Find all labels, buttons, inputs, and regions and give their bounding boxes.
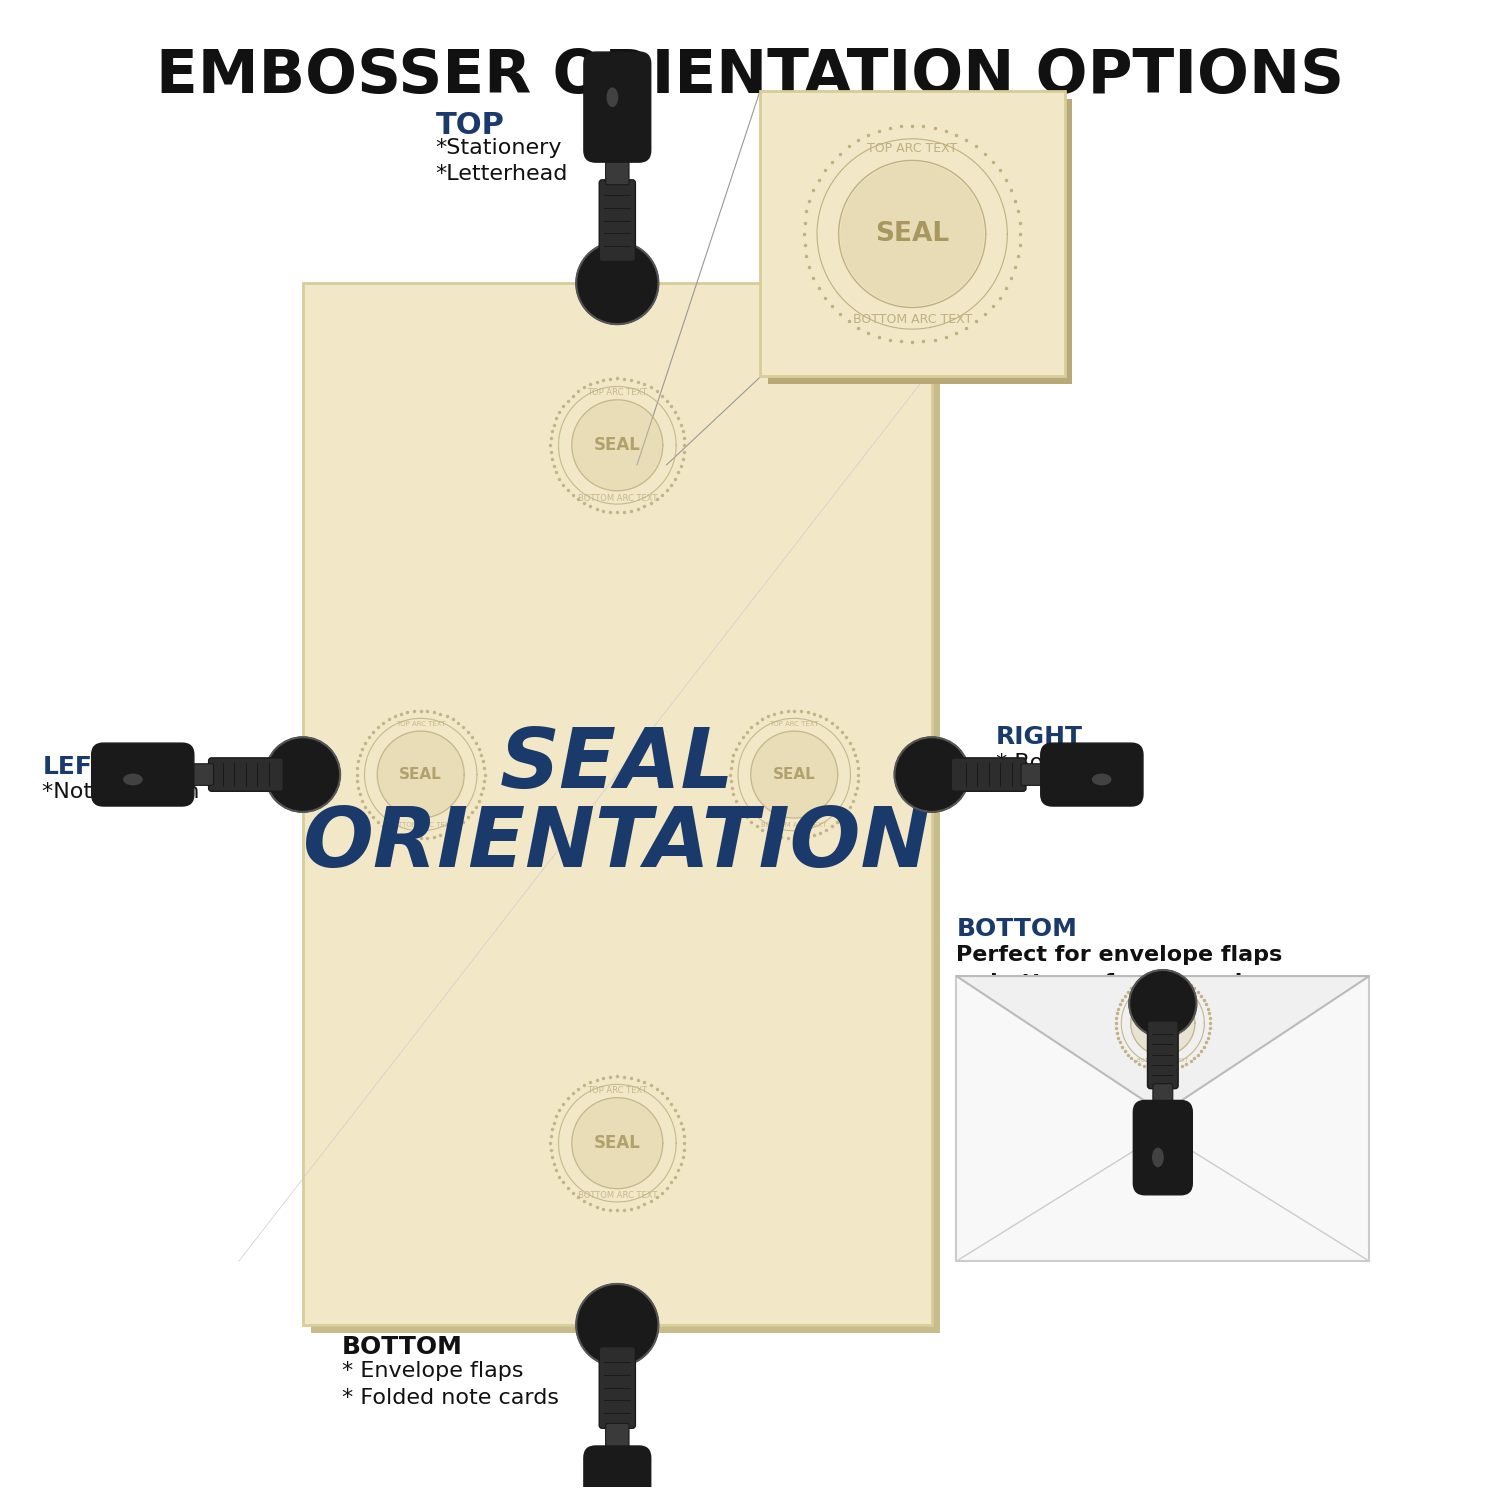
FancyBboxPatch shape [1022, 764, 1054, 786]
Circle shape [894, 736, 969, 812]
Text: *Not Common: *Not Common [42, 783, 200, 802]
Text: TOP ARC TEXT: TOP ARC TEXT [1143, 984, 1182, 988]
Ellipse shape [123, 774, 142, 786]
Text: * Book page: * Book page [996, 753, 1132, 772]
Text: RIGHT: RIGHT [996, 726, 1083, 750]
FancyBboxPatch shape [598, 1347, 636, 1428]
Text: SEAL: SEAL [594, 436, 640, 454]
FancyBboxPatch shape [951, 758, 1026, 792]
FancyBboxPatch shape [209, 758, 284, 792]
Text: TOP ARC TEXT: TOP ARC TEXT [588, 388, 648, 398]
FancyBboxPatch shape [1154, 1083, 1173, 1114]
Circle shape [576, 242, 658, 324]
FancyBboxPatch shape [1041, 742, 1143, 806]
FancyBboxPatch shape [606, 1424, 628, 1460]
Text: BOTTOM ARC TEXT: BOTTOM ARC TEXT [578, 494, 657, 502]
Text: BOTTOM: BOTTOM [342, 1335, 464, 1359]
Text: TOP ARC TEXT: TOP ARC TEXT [770, 722, 819, 728]
FancyBboxPatch shape [1148, 1022, 1178, 1089]
Text: or bottom of page seals: or bottom of page seals [957, 974, 1256, 993]
Text: SEAL: SEAL [500, 724, 735, 806]
Circle shape [1131, 992, 1194, 1054]
FancyBboxPatch shape [598, 180, 636, 261]
FancyBboxPatch shape [584, 1446, 651, 1500]
Text: BOTTOM ARC TEXT: BOTTOM ARC TEXT [762, 822, 826, 828]
FancyBboxPatch shape [606, 148, 628, 184]
Text: TOP ARC TEXT: TOP ARC TEXT [867, 142, 957, 154]
Text: BOTTOM ARC TEXT: BOTTOM ARC TEXT [388, 822, 453, 828]
Text: TOP ARC TEXT: TOP ARC TEXT [396, 722, 445, 728]
Ellipse shape [1092, 774, 1112, 786]
FancyBboxPatch shape [303, 284, 932, 1324]
FancyBboxPatch shape [92, 742, 194, 806]
Text: *Stationery: *Stationery [435, 138, 562, 158]
Text: BOTTOM ARC TEXT: BOTTOM ARC TEXT [1137, 1058, 1188, 1064]
Text: SEAL: SEAL [1148, 1019, 1179, 1029]
Circle shape [573, 1098, 662, 1188]
FancyBboxPatch shape [768, 99, 1072, 384]
Ellipse shape [606, 87, 618, 106]
Text: TOP ARC TEXT: TOP ARC TEXT [588, 1086, 648, 1095]
Polygon shape [957, 976, 1370, 1113]
FancyBboxPatch shape [584, 53, 651, 162]
Text: SEAL: SEAL [594, 1134, 640, 1152]
Text: SEAL: SEAL [772, 766, 816, 782]
Text: TOP: TOP [435, 111, 504, 140]
FancyBboxPatch shape [760, 92, 1065, 376]
Circle shape [576, 1284, 658, 1366]
Circle shape [752, 732, 837, 818]
Text: SEAL: SEAL [399, 766, 442, 782]
Circle shape [266, 736, 340, 812]
Circle shape [378, 732, 464, 818]
Text: * Envelope flaps: * Envelope flaps [342, 1362, 524, 1382]
Circle shape [1130, 970, 1197, 1036]
FancyBboxPatch shape [180, 764, 213, 786]
Ellipse shape [1152, 1148, 1164, 1167]
Text: BOTTOM ARC TEXT: BOTTOM ARC TEXT [852, 314, 972, 326]
FancyBboxPatch shape [310, 291, 939, 1334]
FancyBboxPatch shape [1134, 1101, 1192, 1196]
Text: BOTTOM ARC TEXT: BOTTOM ARC TEXT [578, 1191, 657, 1200]
Text: SEAL: SEAL [874, 220, 950, 248]
FancyBboxPatch shape [957, 976, 1370, 1262]
Circle shape [573, 400, 662, 490]
Text: BOTTOM: BOTTOM [957, 916, 1077, 940]
Text: *Letterhead: *Letterhead [435, 164, 568, 184]
Text: * Folded note cards: * Folded note cards [342, 1388, 560, 1408]
Text: ORIENTATION: ORIENTATION [303, 802, 932, 883]
Text: Perfect for envelope flaps: Perfect for envelope flaps [957, 945, 1282, 964]
Text: LEFT: LEFT [42, 754, 110, 778]
Text: EMBOSSER ORIENTATION OPTIONS: EMBOSSER ORIENTATION OPTIONS [156, 46, 1344, 106]
Circle shape [840, 162, 984, 306]
